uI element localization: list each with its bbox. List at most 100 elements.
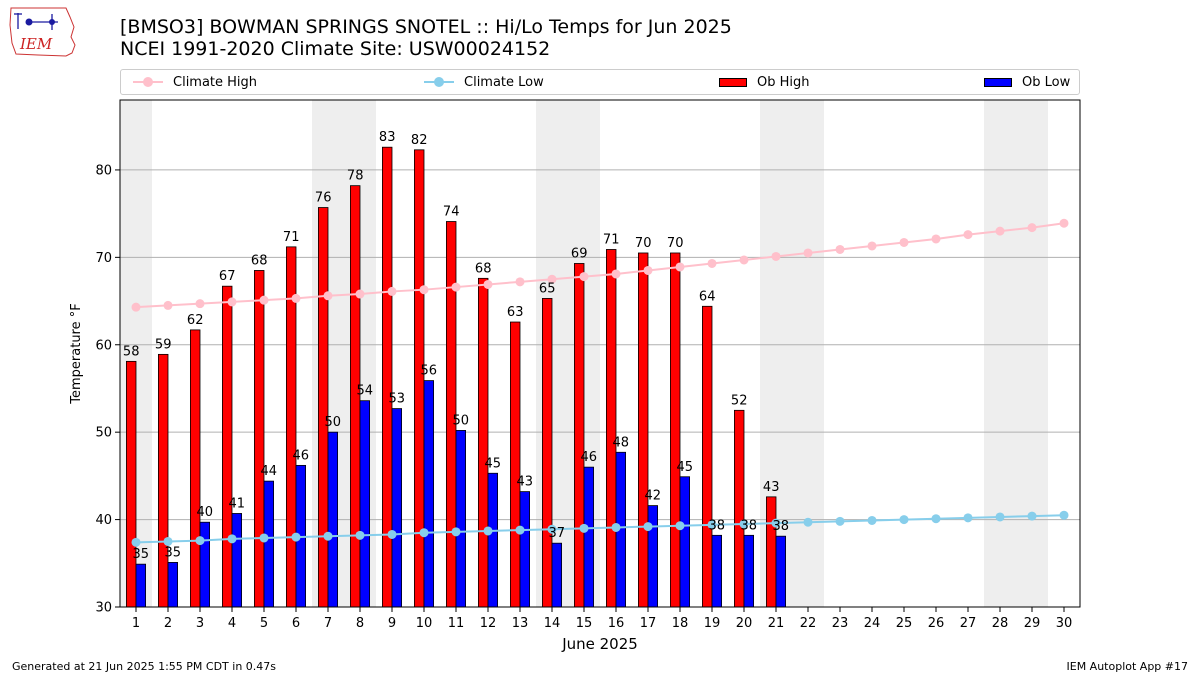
climate-high-point-day-28: [995, 226, 1005, 236]
ob-low-bar-day-7: [327, 431, 339, 608]
ob-low-bar-day-21: [775, 535, 787, 608]
ob-low-bar-day-1: [135, 563, 147, 608]
x-tick-label: 7: [324, 616, 332, 631]
ob-low-label-day-7: 50: [325, 415, 342, 430]
ob-high-label-day-3: 62: [187, 313, 204, 328]
legend-climate-low: Climate Low: [424, 70, 544, 94]
ob-low-label-day-15: 46: [581, 450, 598, 465]
x-axis-label: June 2025: [561, 635, 638, 653]
ob-low-label-day-17: 42: [645, 489, 662, 504]
ob-low-label-day-2: 35: [165, 545, 182, 560]
climate-low-point-day-16: [611, 522, 621, 532]
climate-high-point-day-18: [675, 262, 685, 272]
x-tick-label: 29: [1024, 616, 1041, 631]
ob-high-bar-day-4: [221, 285, 233, 608]
legend-ob-high-label: Ob High: [757, 74, 810, 90]
ob-high-label-day-10: 82: [411, 133, 428, 148]
climate-low-point-day-6: [291, 532, 301, 542]
climate-low-point-day-18: [675, 521, 685, 531]
x-tick-label: 20: [736, 616, 753, 631]
x-tick-label: 23: [832, 616, 849, 631]
ob-low-label-day-11: 50: [453, 413, 470, 428]
ob-low-bar-day-20: [743, 534, 755, 608]
ob-high-bar-day-12: [477, 277, 489, 608]
climate-low-point-day-20: [739, 519, 749, 529]
x-tick-label: 10: [416, 616, 433, 631]
climate-low-point-day-1: [131, 537, 141, 547]
climate-high-point-day-30: [1059, 218, 1069, 228]
ob-high-label-day-16: 71: [603, 232, 620, 247]
climate-high-point-day-23: [835, 244, 845, 254]
climate-low-point-day-24: [867, 515, 877, 525]
legend-ob-high: Ob High: [719, 70, 810, 94]
ob-low-bar-day-12: [487, 472, 499, 608]
ob-high-bar-day-1: [126, 360, 137, 608]
ob-high-bar-day-20: [734, 409, 745, 608]
climate-low-point-day-26: [931, 514, 941, 524]
climate-low-point-day-10: [419, 528, 429, 538]
ob-high-bar-day-14: [542, 298, 553, 608]
x-tick-label: 27: [960, 616, 977, 631]
ob-low-label-day-13: 43: [517, 475, 534, 490]
climate-low-point-day-25: [899, 515, 909, 525]
climate-low-point-day-19: [707, 520, 717, 530]
ob-high-bar-day-7: [317, 207, 329, 608]
ob-high-label-day-20: 52: [731, 393, 748, 408]
x-tick-label: 13: [512, 616, 529, 631]
ob-high-label-day-15: 69: [571, 246, 588, 261]
climate-low-point-day-29: [1027, 511, 1037, 521]
climate-low-point-day-27: [963, 513, 973, 523]
x-tick-label: 24: [864, 616, 881, 631]
x-tick-label: 5: [260, 616, 268, 631]
climate-high-point-day-20: [739, 255, 749, 265]
climate-high-point-day-22: [803, 248, 813, 258]
y-tick-label: 80: [95, 163, 112, 178]
climate-high-point-day-24: [867, 241, 877, 251]
y-tick-label: 70: [95, 251, 112, 266]
x-tick-label: 30: [1056, 616, 1073, 631]
x-tick-label: 22: [800, 616, 817, 631]
climate-high-point-day-26: [931, 234, 941, 244]
ob-low-label-day-3: 40: [197, 505, 214, 520]
ob-high-swatch: [719, 77, 747, 87]
climate-high-point-day-12: [483, 279, 493, 289]
ob-high-label-day-6: 71: [283, 230, 300, 245]
climate-high-point-day-27: [963, 230, 973, 240]
ob-high-bar-day-17: [638, 252, 649, 608]
ob-low-label-day-6: 46: [293, 448, 310, 463]
climate-low-point-day-30: [1059, 510, 1069, 520]
legend-climate-high-label: Climate High: [173, 74, 258, 90]
chart-subtitle: NCEI 1991-2020 Climate Site: USW00024152: [120, 38, 551, 60]
ob-high-bar-day-18: [670, 252, 681, 608]
ob-high-bar-day-16: [606, 249, 617, 608]
y-tick-label: 50: [95, 426, 112, 441]
ob-low-bar-day-15: [583, 466, 595, 608]
weekend-shade-day-28: [984, 100, 1016, 607]
legend: Climate High Climate Low Ob High Ob Low: [120, 69, 1080, 95]
plot-frame: [119, 99, 1081, 608]
climate-high-point-day-13: [515, 277, 525, 287]
ob-low-bar-day-18: [679, 476, 691, 608]
x-tick-label: 9: [388, 616, 396, 631]
y-tick-label: 30: [95, 601, 112, 616]
climate-high-point-day-6: [291, 293, 301, 303]
ob-low-label-day-16: 48: [613, 435, 630, 450]
ob-high-bar-day-13: [509, 321, 521, 608]
ob-high-label-day-9: 83: [379, 130, 396, 145]
legend-ob-low-label: Ob Low: [1022, 74, 1071, 90]
climate-low-point-day-11: [451, 527, 461, 537]
ob-low-label-day-1: 35: [133, 547, 150, 562]
climate-high-point-day-1: [131, 302, 141, 312]
climate-high-point-day-15: [579, 272, 589, 282]
ob-low-bar-day-8: [359, 400, 371, 608]
climate-low-point-day-15: [579, 523, 589, 533]
x-tick-label: 28: [992, 616, 1009, 631]
climate-low-point-day-3: [195, 536, 205, 546]
weekend-shade-day-22: [792, 100, 824, 607]
ob-low-bar-day-14: [551, 542, 563, 608]
ob-high-bar-day-3: [189, 329, 201, 608]
climate-low-point-day-23: [835, 516, 845, 526]
ob-high-bar-day-19: [702, 305, 713, 608]
climate-low-point-day-22: [803, 517, 813, 527]
